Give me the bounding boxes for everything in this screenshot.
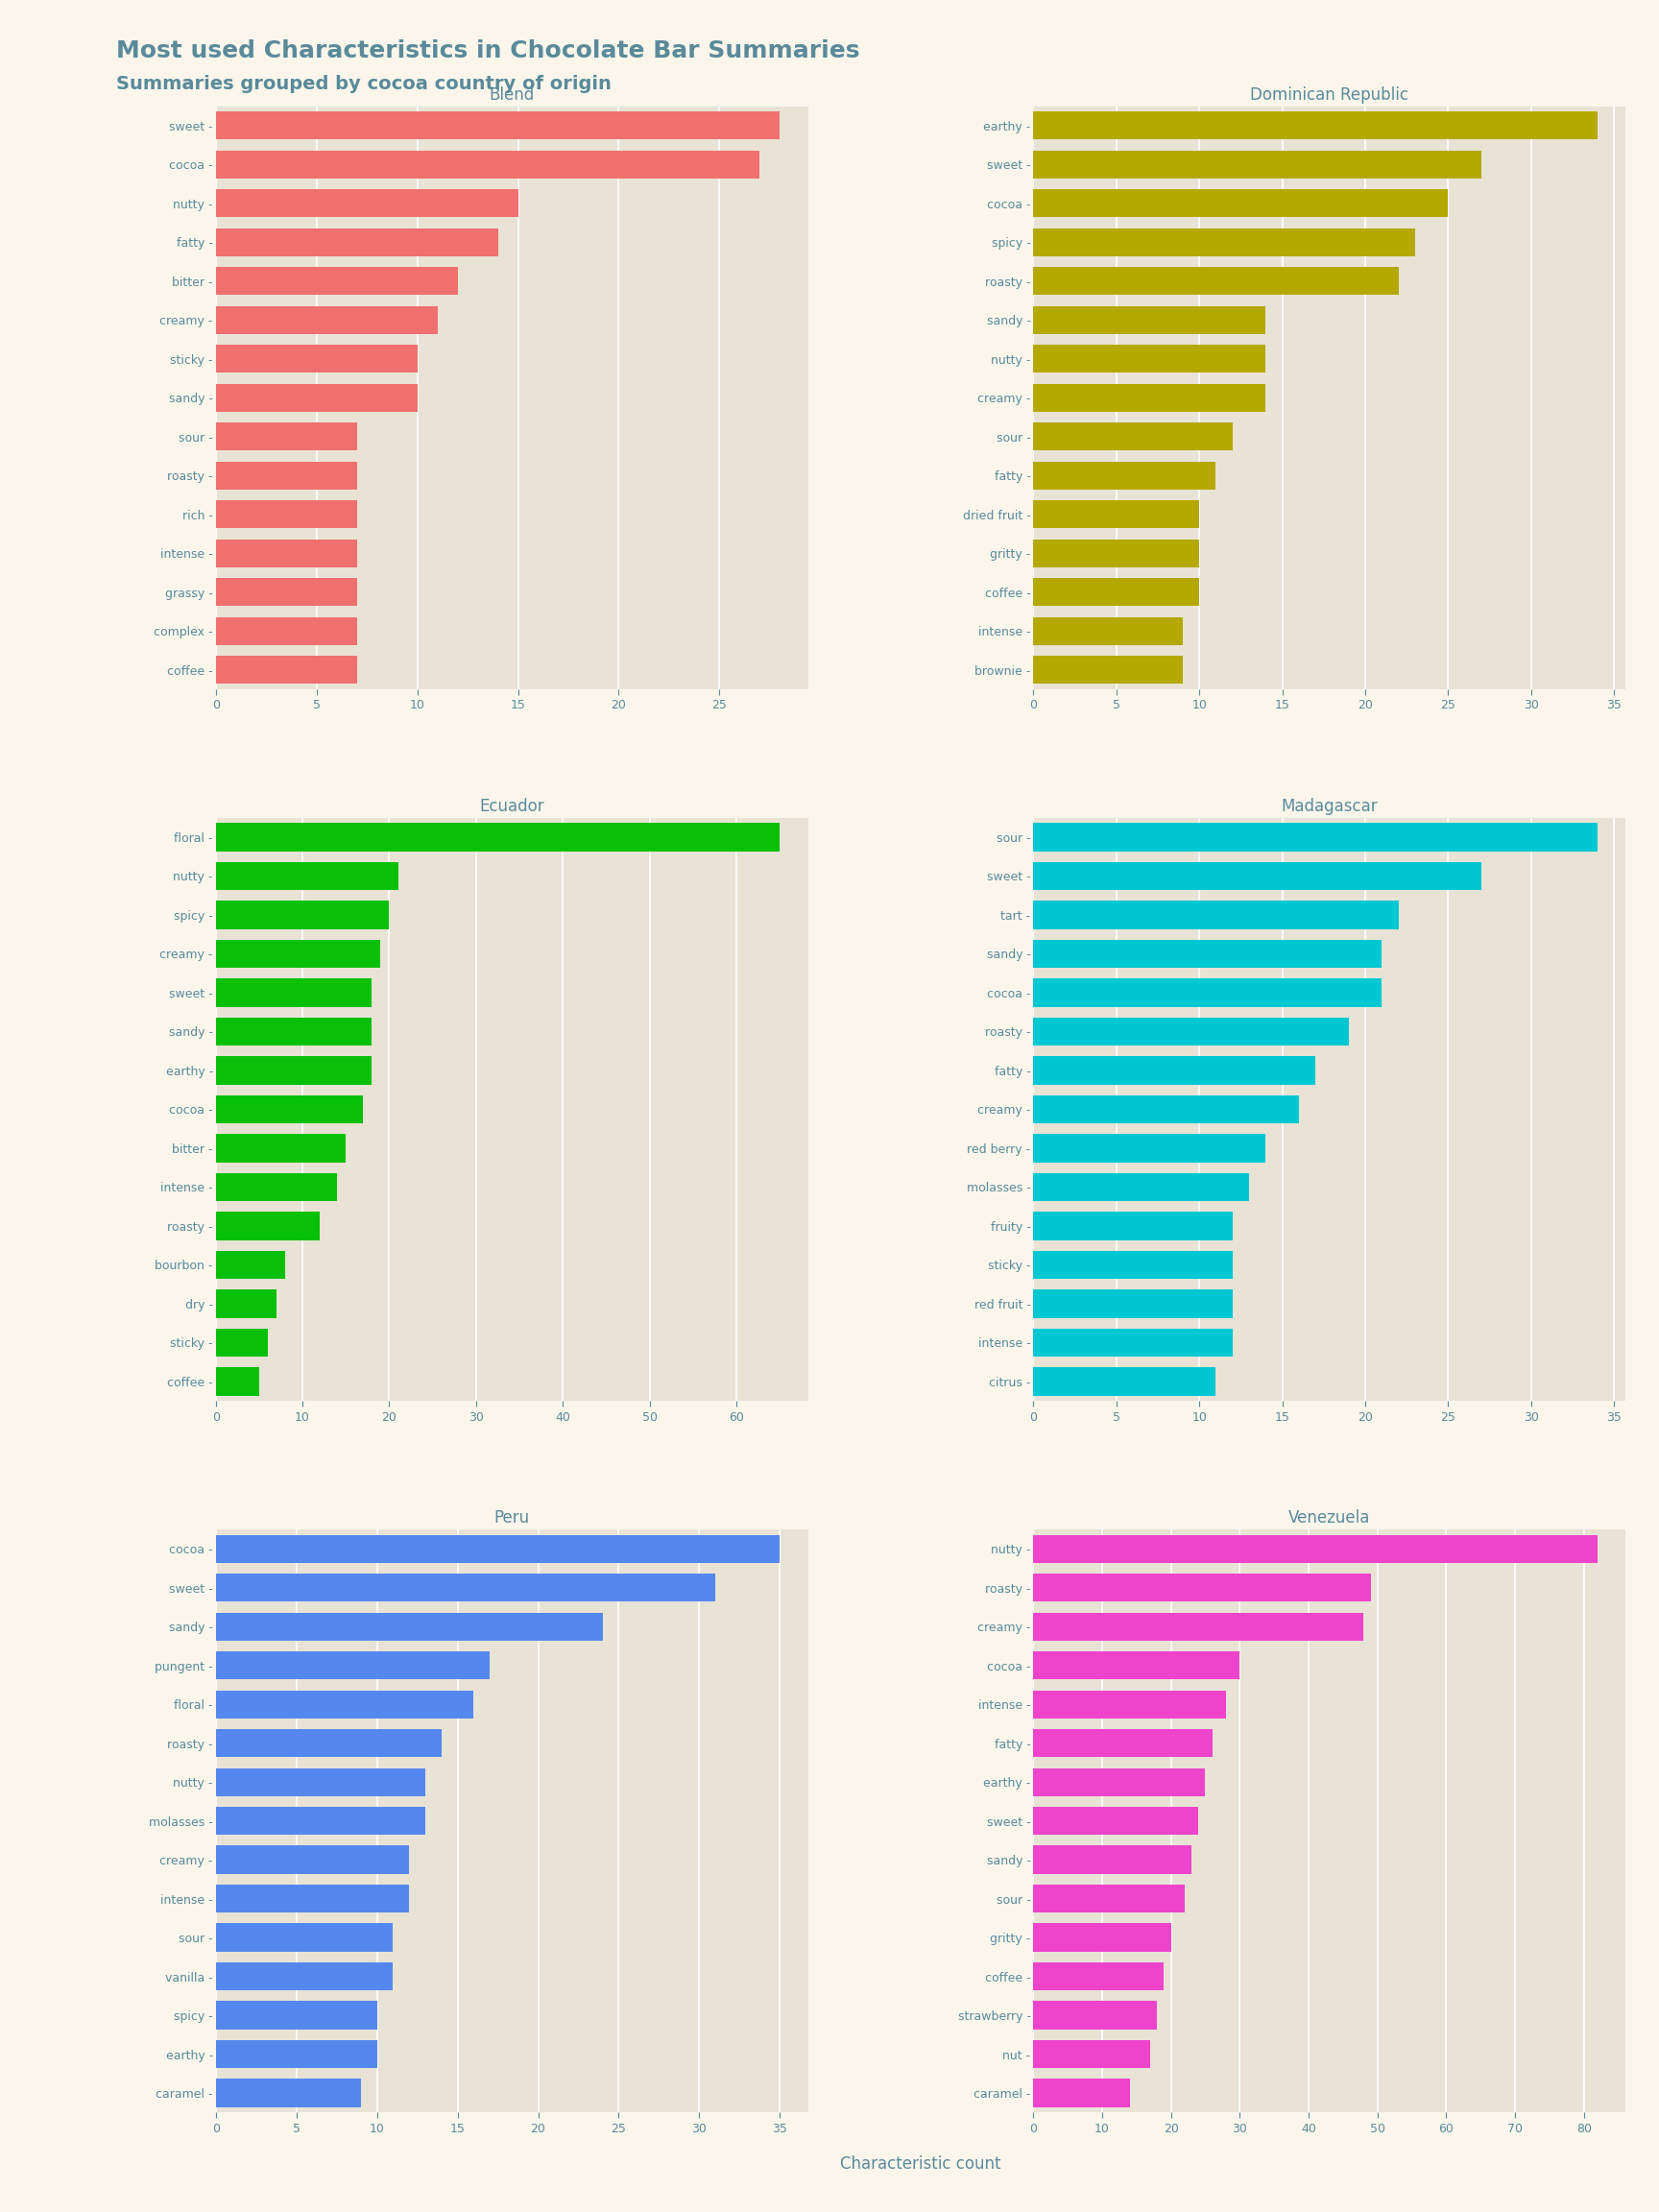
Bar [216,1290,277,1318]
Bar [1034,2002,1158,2028]
Bar [216,1807,425,1834]
Bar [216,1018,372,1046]
Bar [1034,1652,1239,1679]
Bar [216,268,458,294]
Bar [1034,1018,1349,1046]
Bar [1034,500,1199,529]
Bar [216,657,357,684]
Bar [216,863,398,889]
Bar [216,462,357,489]
Bar [216,577,357,606]
Bar [216,2002,377,2028]
Title: Venezuela: Venezuela [1289,1509,1370,1526]
Bar [1034,1250,1233,1279]
Bar [216,305,438,334]
Bar [216,2079,360,2108]
Bar [216,1652,489,1679]
Bar [1034,228,1415,257]
Bar [1034,385,1266,411]
Bar [1034,540,1199,566]
Bar [1034,1613,1364,1641]
Bar [216,385,416,411]
Bar [216,978,372,1006]
Bar [1034,1690,1226,1719]
Bar [216,1845,410,1874]
Bar [216,2039,377,2068]
Bar [216,1613,602,1641]
Bar [216,540,357,566]
Bar [216,1057,372,1084]
Bar [216,823,780,852]
Bar [1034,1367,1216,1396]
Bar [1034,1290,1233,1318]
Bar [216,150,760,179]
Bar [216,1095,363,1124]
Bar [1034,978,1382,1006]
Bar [216,1924,393,1951]
Bar [216,500,357,529]
Text: Summaries grouped by cocoa country of origin: Summaries grouped by cocoa country of or… [116,75,612,93]
Bar [216,940,380,969]
Bar [1034,940,1382,969]
Bar [1034,900,1399,929]
Bar [1034,190,1448,217]
Title: Dominican Republic: Dominican Republic [1251,86,1408,104]
Bar [216,1329,267,1356]
Bar [216,1885,410,1913]
Bar [1034,1845,1191,1874]
Bar [1034,2079,1130,2108]
Bar [1034,1730,1213,1756]
Bar [216,1730,441,1756]
Text: Characteristic count: Characteristic count [841,2154,1000,2172]
Title: Ecuador: Ecuador [479,799,544,814]
Bar [1034,1962,1165,1991]
Bar [1034,1924,1171,1951]
Bar [1034,1057,1316,1084]
Bar [1034,1807,1198,1834]
Bar [1034,577,1199,606]
Bar [1034,823,1598,852]
Bar [216,1135,345,1161]
Bar [216,1250,285,1279]
Bar [216,111,780,139]
Bar [1034,1212,1233,1241]
Bar [1034,305,1266,334]
Bar [1034,1095,1299,1124]
Bar [216,1535,780,1562]
Bar [216,617,357,646]
Bar [216,1573,715,1601]
Bar [1034,657,1183,684]
Title: Peru: Peru [494,1509,529,1526]
Bar [1034,1535,1598,1562]
Bar [1034,1135,1266,1161]
Bar [1034,422,1233,451]
Bar [1034,617,1183,646]
Bar [216,345,416,374]
Bar [1034,462,1216,489]
Bar [1034,1172,1249,1201]
Bar [1034,345,1266,374]
Bar [1034,1885,1185,1913]
Bar [1034,863,1481,889]
Bar [216,1767,425,1796]
Bar [1034,1767,1206,1796]
Bar [1034,268,1399,294]
Text: Most used Characteristics in Chocolate Bar Summaries: Most used Characteristics in Chocolate B… [116,40,859,62]
Title: Blend: Blend [489,86,534,104]
Bar [216,190,518,217]
Bar [216,228,498,257]
Title: Madagascar: Madagascar [1281,799,1379,814]
Bar [1034,111,1598,139]
Bar [216,1172,337,1201]
Bar [216,1962,393,1991]
Bar [216,1212,320,1241]
Bar [1034,1573,1370,1601]
Bar [216,1367,259,1396]
Bar [1034,150,1481,179]
Bar [1034,2039,1150,2068]
Bar [216,422,357,451]
Bar [1034,1329,1233,1356]
Bar [216,1690,473,1719]
Bar [216,900,390,929]
